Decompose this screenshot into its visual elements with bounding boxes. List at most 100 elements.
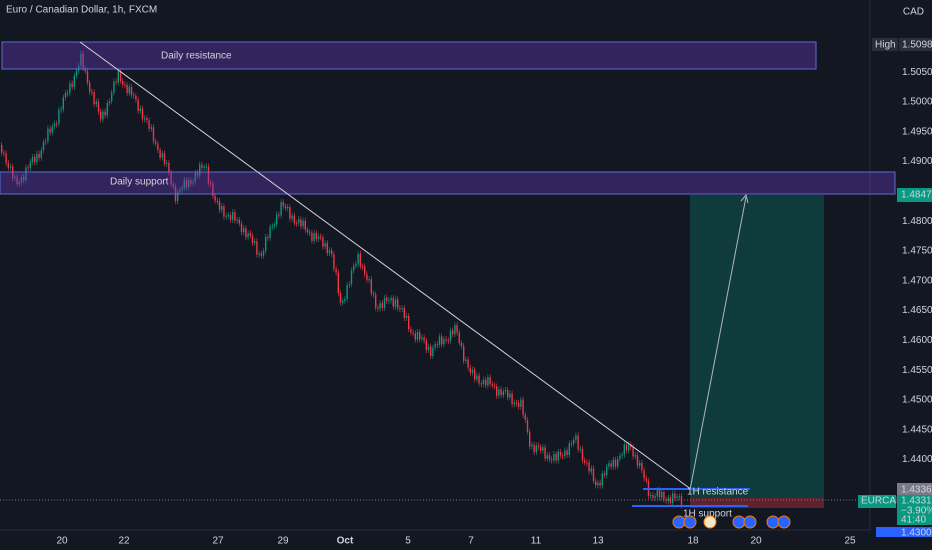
candle	[606, 466, 608, 476]
candle	[348, 284, 350, 286]
candle	[5, 153, 7, 164]
candle	[335, 268, 337, 273]
candle	[159, 150, 161, 158]
price-label: 1.44000	[902, 454, 932, 465]
candle	[474, 369, 476, 380]
candle	[287, 206, 289, 209]
candle	[1, 145, 3, 153]
candle	[155, 141, 157, 144]
candle	[458, 332, 460, 343]
profit-zone	[690, 195, 824, 498]
candle	[436, 344, 438, 346]
candle	[471, 369, 474, 373]
candle	[632, 447, 634, 457]
candle	[293, 215, 295, 224]
candle	[251, 235, 254, 243]
candle	[423, 337, 425, 341]
candle	[680, 496, 683, 506]
candle	[619, 455, 621, 460]
support-zone	[0, 171, 896, 195]
candle	[113, 81, 115, 93]
candle	[234, 212, 236, 221]
candle	[97, 101, 100, 112]
candle	[573, 439, 575, 444]
candle	[185, 180, 188, 188]
candle	[326, 243, 328, 254]
badge	[872, 38, 898, 51]
candle	[399, 308, 401, 310]
candle	[676, 496, 678, 498]
candle	[196, 172, 199, 176]
candle	[148, 120, 150, 129]
candle	[656, 490, 658, 497]
candle	[623, 444, 625, 455]
candle	[674, 493, 676, 498]
candle	[53, 123, 56, 127]
candle	[306, 229, 309, 233]
candle	[260, 253, 262, 256]
candle	[434, 344, 436, 348]
candle	[229, 214, 232, 220]
annotation: Daily resistance	[161, 51, 232, 62]
candle	[258, 253, 260, 255]
candle	[551, 459, 553, 461]
candle	[67, 92, 69, 94]
candle	[643, 470, 645, 479]
candle	[122, 80, 124, 85]
candle	[394, 299, 397, 307]
candle	[346, 285, 348, 300]
candle	[586, 462, 588, 464]
candle	[397, 299, 399, 309]
price-label: 1.50500	[902, 67, 932, 78]
event-icons	[672, 515, 791, 529]
candle	[383, 297, 386, 308]
candle	[91, 91, 93, 93]
candle	[100, 111, 102, 120]
candle	[564, 450, 566, 457]
candle	[359, 253, 361, 267]
candle	[636, 454, 639, 466]
candle	[524, 414, 526, 420]
candle	[425, 340, 427, 351]
candle	[183, 180, 185, 188]
candle	[309, 232, 311, 234]
candle	[108, 101, 111, 104]
candle	[469, 367, 471, 373]
candle	[388, 300, 390, 302]
candle	[581, 448, 584, 461]
candle	[146, 118, 148, 121]
candle	[555, 453, 557, 461]
candle	[414, 333, 416, 340]
time-label: 20	[56, 536, 68, 547]
candle	[7, 163, 9, 168]
candle	[588, 462, 590, 472]
candle	[71, 83, 73, 88]
candle	[566, 450, 568, 455]
candle	[562, 455, 564, 457]
candle	[634, 454, 636, 457]
badge-text: EURCAD	[861, 496, 903, 507]
candle	[350, 270, 353, 285]
candle	[207, 166, 210, 184]
badge-text: High	[875, 40, 896, 51]
candle	[509, 393, 511, 398]
candle	[577, 435, 579, 450]
candle	[353, 265, 355, 271]
candle	[227, 214, 229, 216]
candle	[416, 332, 419, 340]
candle	[245, 228, 247, 238]
candle	[300, 219, 302, 227]
candle	[302, 220, 304, 227]
candle	[282, 202, 284, 207]
candle	[438, 336, 441, 345]
candle	[126, 85, 128, 94]
price-label: 1.48000	[902, 216, 932, 227]
candle	[80, 53, 82, 66]
candle	[115, 81, 117, 83]
candle	[478, 375, 480, 384]
candle	[141, 108, 144, 120]
candle	[614, 459, 617, 467]
candle	[47, 128, 49, 142]
candle	[557, 451, 559, 461]
candle	[379, 303, 381, 309]
